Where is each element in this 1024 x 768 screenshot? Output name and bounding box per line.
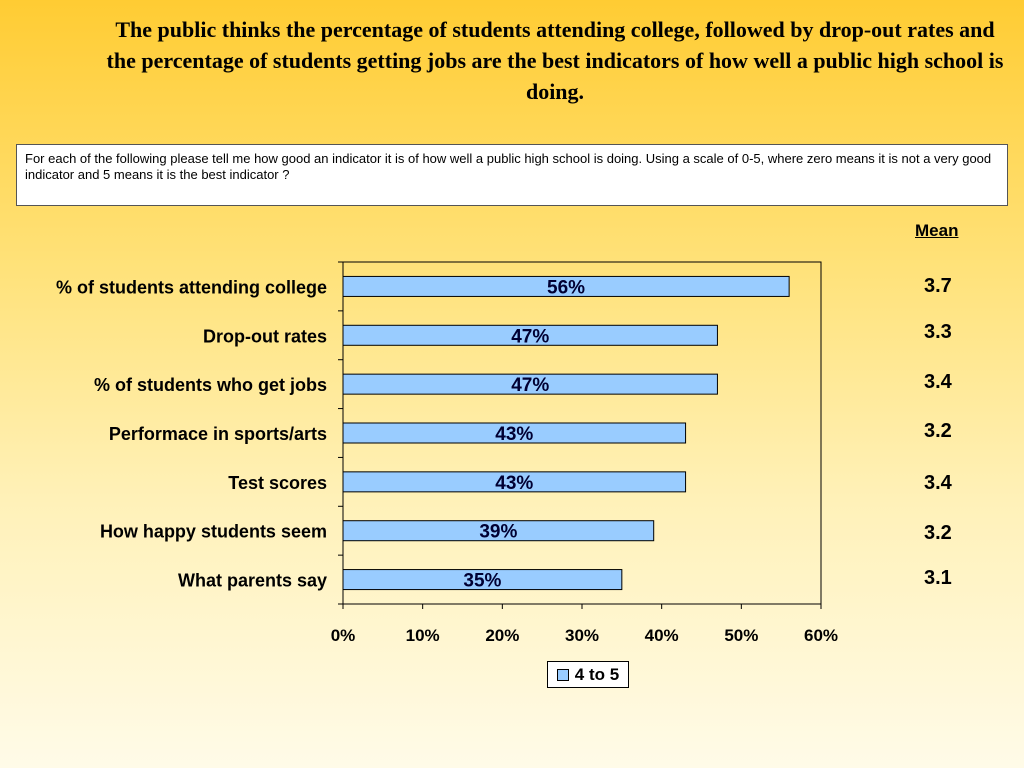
mean-value: 3.3 <box>924 321 952 343</box>
data-label: 39% <box>479 522 517 543</box>
category-label: How happy students seem <box>100 522 327 542</box>
x-tick-label: 60% <box>804 626 838 645</box>
bar <box>342 471 687 493</box>
mean-value: 3.2 <box>924 522 952 544</box>
bar <box>342 324 718 346</box>
chart-legend: 4 to 5 <box>547 661 629 688</box>
bar <box>342 569 623 591</box>
x-tick-label: 40% <box>645 626 679 645</box>
category-label: % of students attending college <box>56 277 327 297</box>
mean-value: 3.1 <box>924 567 952 589</box>
data-label: 43% <box>495 473 533 494</box>
legend-label: 4 to 5 <box>574 664 620 684</box>
x-tick-label: 10% <box>406 626 440 645</box>
bar <box>342 373 718 395</box>
x-tick-label: 30% <box>565 626 599 645</box>
mean-value: 3.4 <box>924 472 952 494</box>
data-label: 35% <box>463 571 501 592</box>
data-label: 43% <box>495 424 533 445</box>
mean-column-header: Mean <box>915 221 959 240</box>
category-label: Performace in sports/arts <box>109 424 327 444</box>
survey-question-box: For each of the following please tell me… <box>16 144 1008 206</box>
category-label: What parents say <box>178 571 327 591</box>
category-label: Test scores <box>228 473 327 493</box>
mean-value: 3.7 <box>924 275 952 297</box>
x-tick-label: 20% <box>485 626 519 645</box>
bar <box>342 520 655 542</box>
x-tick-label: 0% <box>331 626 356 645</box>
slide-title: The public thinks the percentage of stud… <box>106 17 1004 104</box>
mean-value: 3.4 <box>924 371 952 393</box>
mean-value: 3.2 <box>924 420 952 442</box>
bar <box>342 422 687 444</box>
bar <box>342 275 790 297</box>
category-label: Drop-out rates <box>203 326 327 346</box>
data-label: 56% <box>547 277 585 298</box>
category-label: % of students who get jobs <box>94 375 327 395</box>
data-label: 47% <box>511 326 549 347</box>
legend-swatch <box>556 668 569 681</box>
x-tick-label: 50% <box>724 626 758 645</box>
data-label: 47% <box>511 375 549 396</box>
